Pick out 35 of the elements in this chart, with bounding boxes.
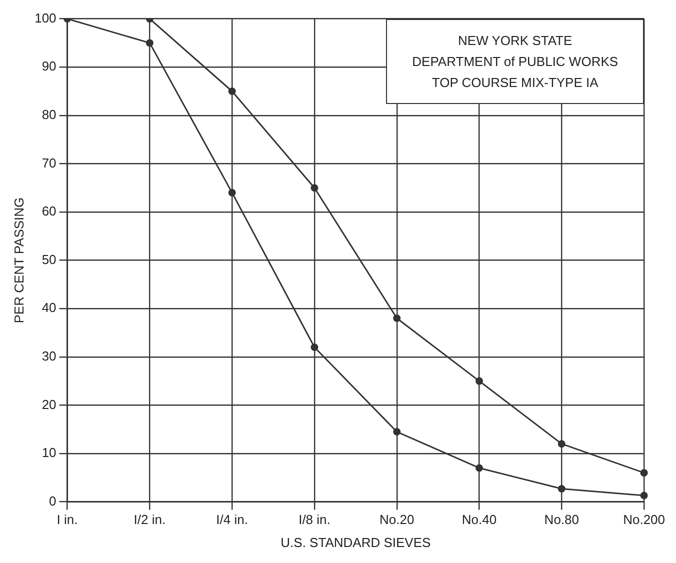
- point: [640, 469, 648, 477]
- x-tick-label: I/8 in.: [298, 512, 330, 528]
- point: [558, 485, 566, 493]
- x-axis-title: U.S. STANDARD SIEVES: [280, 534, 431, 550]
- y-tick-label: 90: [42, 58, 56, 74]
- point: [476, 377, 484, 385]
- x-tick-label: No.40: [462, 512, 497, 528]
- y-tick-label: 0: [49, 493, 56, 508]
- y-tick-label: 100: [34, 10, 56, 26]
- point: [310, 184, 318, 192]
- y-tick-label: 30: [42, 348, 56, 364]
- x-tick-label: I/4 in.: [216, 512, 248, 528]
- y-tick-label: 20: [42, 396, 56, 412]
- point: [310, 343, 318, 351]
- point: [228, 188, 236, 196]
- y-tick-label: 80: [42, 106, 56, 122]
- y-tick-label: 10: [42, 445, 56, 460]
- point: [558, 440, 566, 448]
- y-tick-label: 60: [42, 204, 56, 219]
- y-axis-title: PER CENT PASSING: [11, 197, 26, 324]
- x-tick-label: No.20: [380, 512, 414, 528]
- point: [476, 464, 484, 472]
- y-tick-label: 50: [42, 252, 56, 267]
- y-tick-label: 70: [42, 155, 56, 170]
- x-tick-label: I in.: [56, 512, 78, 528]
- title-box: NEW YORK STATE DEPARTMENT of PUBLIC WORKS TOP COURSE MIX-TYPE IA: [386, 18, 644, 104]
- point: [228, 88, 236, 95]
- x-tick-label: I/2 in.: [134, 512, 166, 528]
- point: [146, 39, 154, 47]
- point: [393, 314, 401, 322]
- point: [393, 428, 401, 436]
- y-tick-label: 40: [42, 300, 56, 316]
- x-tick-label: No.200: [623, 512, 665, 528]
- x-tick-label: No.80: [544, 512, 579, 528]
- point: [640, 492, 648, 500]
